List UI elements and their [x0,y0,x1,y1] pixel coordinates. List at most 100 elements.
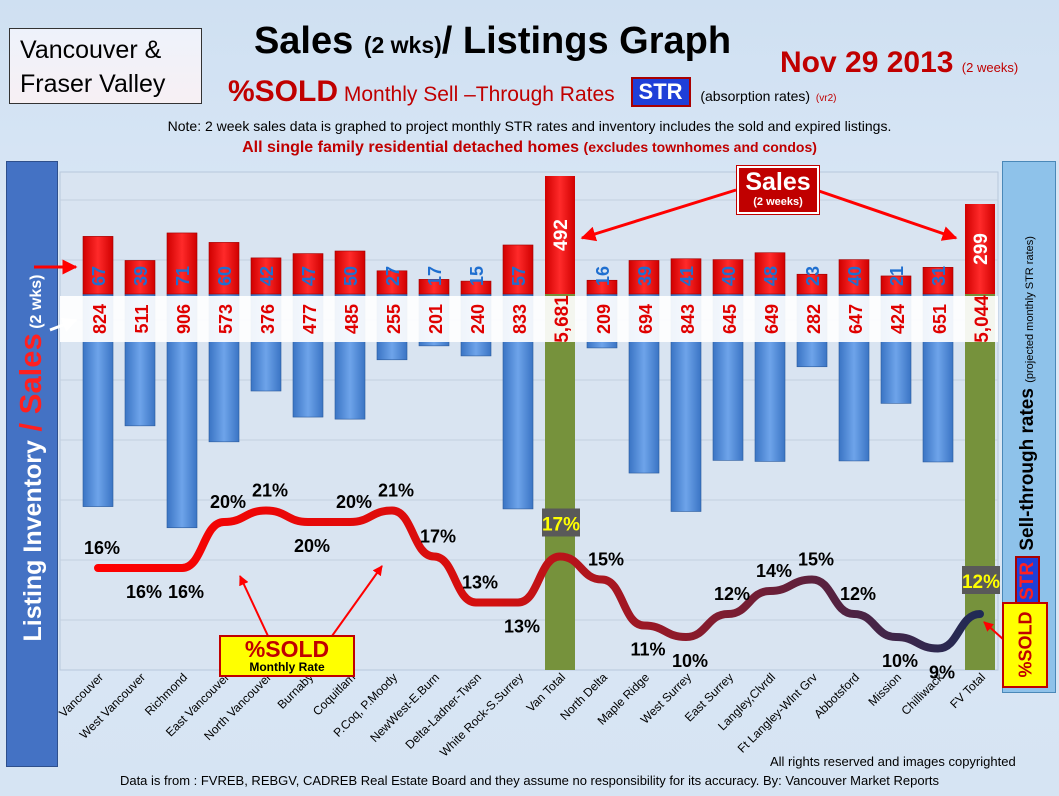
sold-label: 12% [840,584,876,604]
sold-label: 21% [378,481,414,501]
region-line-1: Vancouver & [20,36,162,64]
sales-label: 47 [299,266,319,286]
sales-label: 21 [887,266,907,286]
sales-bar [460,280,492,295]
sales-bar [796,273,828,295]
sold-line [94,506,984,653]
date-text: Nov 29 2013 [780,46,954,79]
sold-label: 10% [672,651,708,671]
sales-labels: 67 39 71 60 42 47 50 27 17 15 57 492 16 39 41 40 48 23 40 2… [89,219,992,286]
inventory-label: 824 [90,304,110,334]
total-sold-label-bg [962,566,1000,594]
inventory-label: 906 [174,304,194,334]
sold-label: 13% [462,573,498,593]
category-label: White Rock-S.Surrey [437,670,526,759]
subtitle-rates: Monthly Sell –Through Rates [343,83,615,106]
subtitle: %SOLD Monthly Sell –Through Rates STR (a… [228,75,836,109]
inventory-label: 282 [804,304,824,334]
inventory-label: 649 [762,304,782,334]
sales-label: 71 [173,266,193,286]
sales-label: 67 [89,266,109,286]
inventory-label: 511 [132,304,152,333]
sales-bar [334,250,366,295]
category-label: Chilliwack [899,670,947,718]
chart-note: Note: 2 week sales data is graphed to pr… [167,118,892,134]
sold-label: 20% [294,536,330,556]
subtitle-str-badge: STR [630,77,691,107]
sales-label: 40 [845,266,865,286]
sales-label: 57 [509,266,529,286]
sales-label: 50 [341,266,361,286]
title-paren: (2 wks) [363,32,442,58]
sales-bar [502,244,534,295]
sales-label: 15 [467,266,487,286]
category-label: Delta-Ladner-Twsn [403,670,485,752]
inventory-label: 376 [258,304,278,334]
total-sold-label-bg [542,508,580,537]
inventory-label: 477 [300,304,320,334]
inventory-labels: 824 511 906 573 376 477 485 255 201 240 833 5,681 20… [90,295,993,343]
sales-bar [838,259,870,295]
sold-label: 21% [252,481,288,501]
sold-label: 17% [420,527,456,547]
sold-label: 20% [336,492,372,512]
inventory-label: 647 [846,304,866,334]
inventory-label: 5,681 [552,295,573,343]
sold-callout-sub: Monthly Rate [249,660,325,674]
inventory-label: 5,044 [972,295,993,343]
total-sales-bar [965,204,995,294]
category-label: Abbotsford [811,670,862,721]
chart-title: Sales (2 wks)/ Listings Graph [200,20,785,63]
sold-label: 16% [126,582,162,602]
sold-label: 12% [714,584,750,604]
sales-bar [250,257,282,295]
sales-bar [670,258,702,295]
sales-callout-arrow-right [815,188,958,241]
annotation-arrows [34,188,1005,641]
scope-main: All single family residential detached h… [242,139,580,156]
sales-label: 23 [803,266,823,286]
sold-label: 17% [542,515,580,536]
inventory-label: 424 [888,304,908,334]
sold-label: 9% [929,663,955,683]
sales-label: 16 [593,266,613,286]
sales-label: 60 [215,266,235,286]
sold-label: 16% [168,582,204,602]
sales-label: 31 [929,266,949,286]
sold-label: 11% [630,640,665,660]
region-box: Vancouver & Fraser Valley [9,28,202,104]
sold-label: 15% [588,550,624,570]
sales-label: 299 [971,233,992,265]
sold-callout: %SOLD Monthly Rate [219,635,355,677]
source-note: Data is from : FVREB, REBGV, CADREB Real… [119,773,940,788]
sales-label: 17 [425,266,445,286]
sold-label: 12% [962,572,1000,593]
sales-bar [712,259,744,295]
sold-right-badge: %SOLD [1002,602,1048,688]
sold-callout-arrow-left [239,575,269,637]
inventory-label: 843 [678,304,698,334]
inventory-label: 573 [216,304,236,334]
sold-callout-arrow-right [331,565,383,637]
inventory-label: 833 [510,304,530,334]
rights-note: All rights reserved and images copyright… [770,754,1016,769]
total-sales-bar [545,176,575,294]
sales-bar [418,279,450,295]
sales-bar [880,275,912,295]
sales-bar [376,270,408,295]
inventory-label: 201 [426,304,446,334]
inventory-label: 209 [594,304,614,334]
sales-callout-arrow-left [580,188,737,242]
subtitle-version: (vr2) [815,93,837,104]
report-date: Nov 29 2013 (2 weeks) [780,46,1018,80]
region-line-2: Fraser Valley [20,70,166,98]
sales-label: 492 [551,219,572,251]
sold-label: 15% [798,550,834,570]
category-label: Mission [865,670,904,709]
sales-bar [166,232,198,295]
sales-label: 39 [131,266,151,286]
sales-bar [82,236,114,295]
sold-label: 10% [882,651,918,671]
inventory-label: 645 [720,304,740,334]
